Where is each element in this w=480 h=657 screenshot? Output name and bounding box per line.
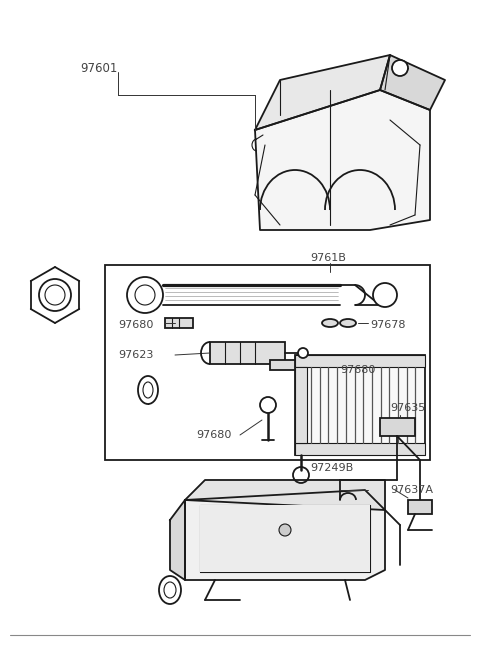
Text: 9761B: 9761B	[310, 253, 346, 263]
Circle shape	[298, 348, 308, 358]
Bar	[408, 500, 432, 514]
Circle shape	[373, 283, 397, 307]
Text: 97623: 97623	[118, 350, 154, 360]
Text: 97637A: 97637A	[390, 485, 433, 495]
Circle shape	[127, 277, 163, 313]
Polygon shape	[185, 480, 385, 510]
Circle shape	[392, 60, 408, 76]
Bar	[295, 443, 425, 455]
Ellipse shape	[159, 576, 181, 604]
Text: 97680: 97680	[196, 430, 231, 440]
Polygon shape	[255, 55, 390, 130]
Polygon shape	[380, 55, 445, 110]
Polygon shape	[170, 500, 185, 580]
Bar	[295, 355, 425, 455]
Text: 97678: 97678	[370, 320, 406, 330]
Circle shape	[279, 524, 291, 536]
Text: 97680: 97680	[118, 320, 154, 330]
Bar	[105, 265, 430, 460]
Ellipse shape	[322, 319, 338, 327]
Ellipse shape	[138, 376, 158, 404]
Polygon shape	[185, 490, 385, 580]
Text: 97249B: 97249B	[310, 463, 353, 473]
Bar	[210, 342, 285, 364]
Text: 97680: 97680	[340, 365, 375, 375]
Text: 97635: 97635	[390, 403, 425, 413]
Bar	[200, 505, 370, 572]
Ellipse shape	[340, 319, 356, 327]
Bar	[295, 367, 307, 443]
Bar	[295, 355, 425, 367]
Text: 97601: 97601	[80, 62, 118, 74]
Bar	[165, 318, 193, 328]
Bar	[270, 360, 298, 370]
Polygon shape	[255, 90, 430, 230]
Bar	[380, 418, 415, 436]
Circle shape	[260, 397, 276, 413]
